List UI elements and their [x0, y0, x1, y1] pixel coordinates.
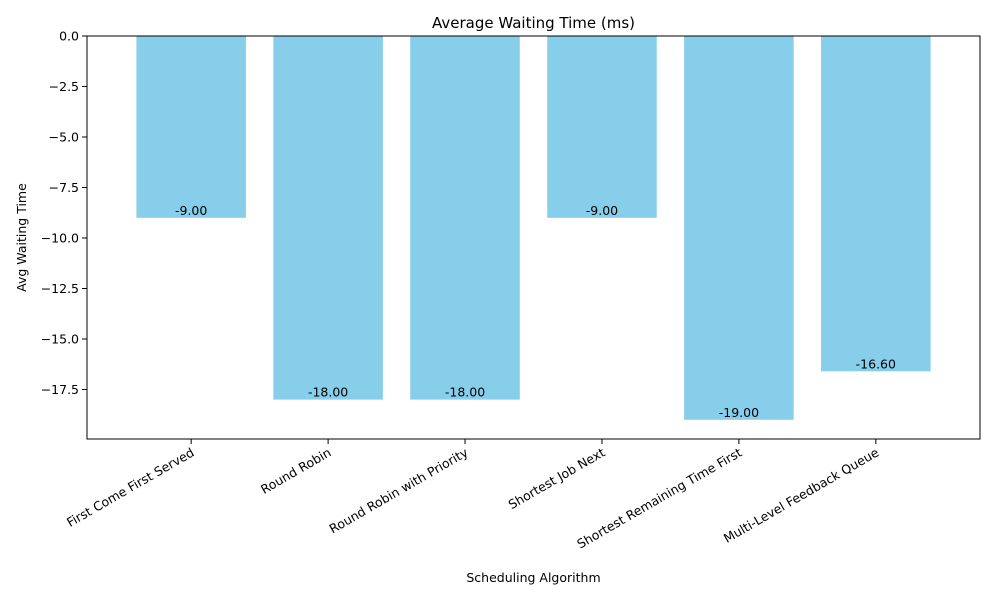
bar-value-label: -9.00 [586, 203, 618, 218]
bars-group [136, 36, 931, 420]
y-tick-label: −15.0 [41, 332, 79, 347]
bar-value-label: -18.00 [308, 385, 348, 400]
y-tick-label: −2.5 [49, 79, 79, 94]
y-tick-label: −10.0 [41, 231, 79, 246]
chart-title: Average Waiting Time (ms) [432, 14, 635, 32]
bar-value-label: -16.60 [856, 356, 896, 371]
bar [547, 36, 657, 218]
x-axis-label: Scheduling Algorithm [466, 570, 600, 585]
bar-value-label: -18.00 [445, 385, 485, 400]
plot-frame [86, 35, 981, 440]
y-axis: 0.0 −2.5 −5.0 −7.5 −10.0 −12.5 −15.0 −17.5 [41, 29, 87, 397]
bar [684, 36, 794, 420]
data-labels-group: -9.00 -18.00 -18.00 -9.00 -19.00 -16.60 [175, 203, 896, 420]
y-tick-label: 0.0 [59, 29, 79, 44]
y-axis-label: Avg Waiting Time [14, 183, 29, 292]
bar-value-label: -9.00 [175, 203, 207, 218]
bar-value-label: -19.00 [719, 405, 759, 420]
bar [821, 36, 931, 372]
bar [136, 36, 246, 218]
y-tick-label: −17.5 [41, 382, 79, 397]
y-tick-label: −5.0 [49, 130, 79, 145]
y-tick-label: −12.5 [41, 281, 79, 296]
y-tick-label: −7.5 [49, 180, 79, 195]
bar [273, 36, 383, 400]
bar [410, 36, 520, 400]
